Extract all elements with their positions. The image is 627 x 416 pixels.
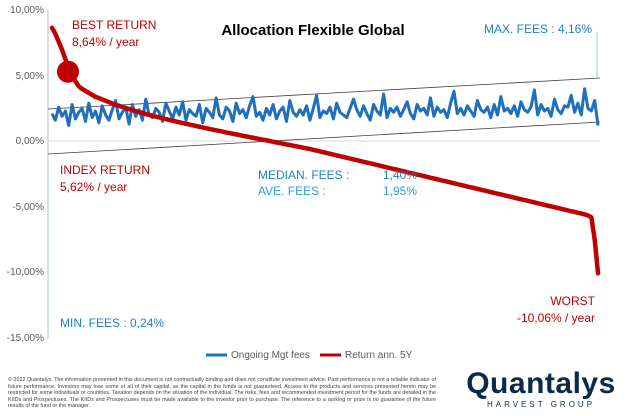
ave-fees-label: AVE. FEES : xyxy=(258,184,326,198)
median-fees-label: MEDIAN. FEES : xyxy=(258,168,349,182)
index-return-label: INDEX RETURN xyxy=(60,163,150,177)
ave-fees-value: 1,95% xyxy=(383,184,417,198)
chart-title: Allocation Flexible Global xyxy=(221,22,404,39)
worst-return-value: -10,06% / year xyxy=(517,311,595,325)
median-fees-value: 1,40% xyxy=(383,168,417,182)
index-return-value: 5,62% / year xyxy=(60,180,127,194)
channel-lower-line xyxy=(47,121,601,155)
disclaimer-text: © 2022 Quantalys. The information presen… xyxy=(8,377,436,410)
min-fees-label: MIN. FEES : 0,24% xyxy=(60,316,164,330)
legend-label-fees: Ongoing Mgt fees xyxy=(231,350,310,361)
y-tick-label: -5,00% xyxy=(12,202,44,213)
y-tick-label: 5,00% xyxy=(16,71,44,82)
y-tick-label: 0,00% xyxy=(16,136,44,147)
best-return-value: 8,64% / year xyxy=(72,35,139,49)
channel-upper-line xyxy=(47,77,601,110)
worst-return-label: WORST xyxy=(550,294,595,308)
y-tick-label: -10,00% xyxy=(7,267,44,278)
index-return-marker xyxy=(57,60,79,83)
quantalys-logo: Quantalys HARVEST GROUP xyxy=(466,368,616,410)
best-return-label: BEST RETURN xyxy=(72,18,156,32)
y-tick-label: -15,00% xyxy=(7,333,44,344)
y-tick-label: 10,00% xyxy=(10,5,44,16)
max-fees-label: MAX. FEES : 4,16% xyxy=(484,22,592,36)
series-return-ann-5y xyxy=(49,25,601,276)
series-ongoing-mgt-fees xyxy=(50,87,600,127)
logo-wordmark: Quantalys xyxy=(466,367,616,400)
logo-subtitle: HARVEST GROUP xyxy=(486,400,596,409)
legend-label-return: Return ann. 5Y xyxy=(345,350,413,361)
